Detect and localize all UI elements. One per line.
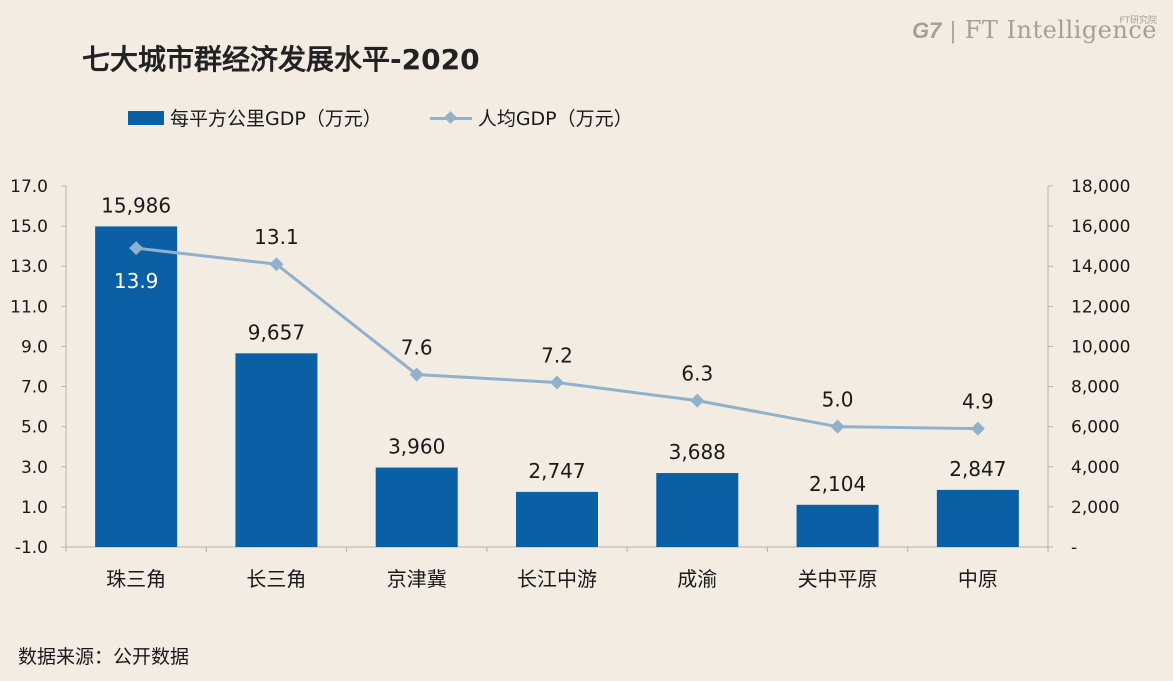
chart-legend: 每平方公里GDP（万元） 人均GDP（万元）	[128, 104, 681, 131]
category-label: 长三角	[246, 567, 306, 591]
line-point	[129, 241, 144, 256]
category-label: 成渝	[677, 567, 717, 591]
source-note: 数据来源：公开数据	[18, 646, 190, 668]
right-tick-label: 14,000	[1071, 257, 1130, 277]
legend-line-swatch	[429, 111, 472, 125]
right-tick-label: 4,000	[1071, 458, 1120, 478]
bar-value-label: 3,960	[388, 435, 445, 459]
left-tick-label: 13.0	[10, 257, 48, 277]
category-label: 京津冀	[387, 567, 447, 591]
category-label: 珠三角	[106, 567, 166, 591]
line-value-label: 7.6	[401, 336, 433, 360]
bar-value-label: 2,847	[949, 457, 1006, 481]
left-tick-label: 3.0	[21, 458, 48, 478]
bar-value-label: 2,747	[528, 459, 585, 483]
legend-line-label: 人均GDP（万元）	[477, 108, 633, 130]
line-value-label: 13.9	[114, 269, 159, 293]
left-tick-label: -1.0	[15, 538, 48, 558]
chart-title: 七大城市群经济发展水平-2020	[82, 43, 480, 76]
brand-logo: G7 | FT Intelligence FT研究院	[912, 16, 1157, 44]
bar-value-label: 3,688	[669, 440, 726, 464]
legend-bar-swatch	[128, 110, 164, 125]
left-tick-label: 9.0	[21, 337, 48, 357]
right-tick-label: 10,000	[1071, 337, 1130, 357]
bar	[936, 489, 1019, 547]
bar-value-label: 2,104	[809, 472, 866, 496]
right-tick-label: -	[1071, 538, 1077, 558]
left-tick-label: 17.0	[10, 177, 48, 197]
brand-separator: |	[949, 19, 957, 44]
brand-g7: G7	[911, 18, 942, 43]
line-value-label: 13.1	[254, 225, 299, 249]
left-tick-label: 1.0	[21, 498, 48, 518]
right-tick-label: 8,000	[1071, 378, 1120, 398]
line-value-label: 4.9	[962, 390, 994, 414]
brand-name: FT Intelligence	[964, 16, 1157, 44]
line-value-label: 6.3	[681, 362, 713, 386]
bar-value-label: 9,657	[248, 320, 305, 344]
legend-item-line: 人均GDP（万元）	[429, 104, 633, 131]
bar	[796, 504, 879, 547]
line-value-label: 7.2	[541, 344, 573, 368]
left-tick-label: 7.0	[21, 378, 48, 398]
right-tick-label: 16,000	[1071, 217, 1130, 237]
right-tick-label: 2,000	[1071, 498, 1120, 518]
category-label: 长江中游	[517, 567, 597, 591]
bar	[375, 467, 458, 547]
bar	[95, 226, 178, 547]
right-tick-label: 12,000	[1071, 297, 1130, 317]
category-label: 中原	[958, 567, 998, 591]
bar	[516, 491, 598, 547]
legend-bar-label: 每平方公里GDP（万元）	[170, 108, 382, 130]
bar	[656, 473, 739, 547]
bar-value-label: 15,986	[101, 193, 171, 217]
left-tick-label: 11.0	[10, 297, 48, 317]
line-point	[970, 421, 985, 436]
bar	[235, 353, 318, 547]
right-tick-label: 6,000	[1071, 418, 1120, 438]
line-point	[550, 375, 564, 390]
right-tick-label: 18,000	[1071, 177, 1130, 197]
category-label: 关中平原	[798, 567, 878, 591]
line-point	[830, 419, 845, 434]
brand-sub: FT研究院	[1119, 16, 1157, 26]
left-tick-label: 15.0	[10, 217, 48, 237]
line-point	[690, 393, 705, 408]
line-value-label: 5.0	[822, 388, 854, 412]
left-tick-label: 5.0	[21, 418, 48, 438]
line-point	[269, 257, 284, 272]
line-point	[409, 367, 424, 382]
legend-item-bar: 每平方公里GDP（万元）	[128, 104, 382, 131]
